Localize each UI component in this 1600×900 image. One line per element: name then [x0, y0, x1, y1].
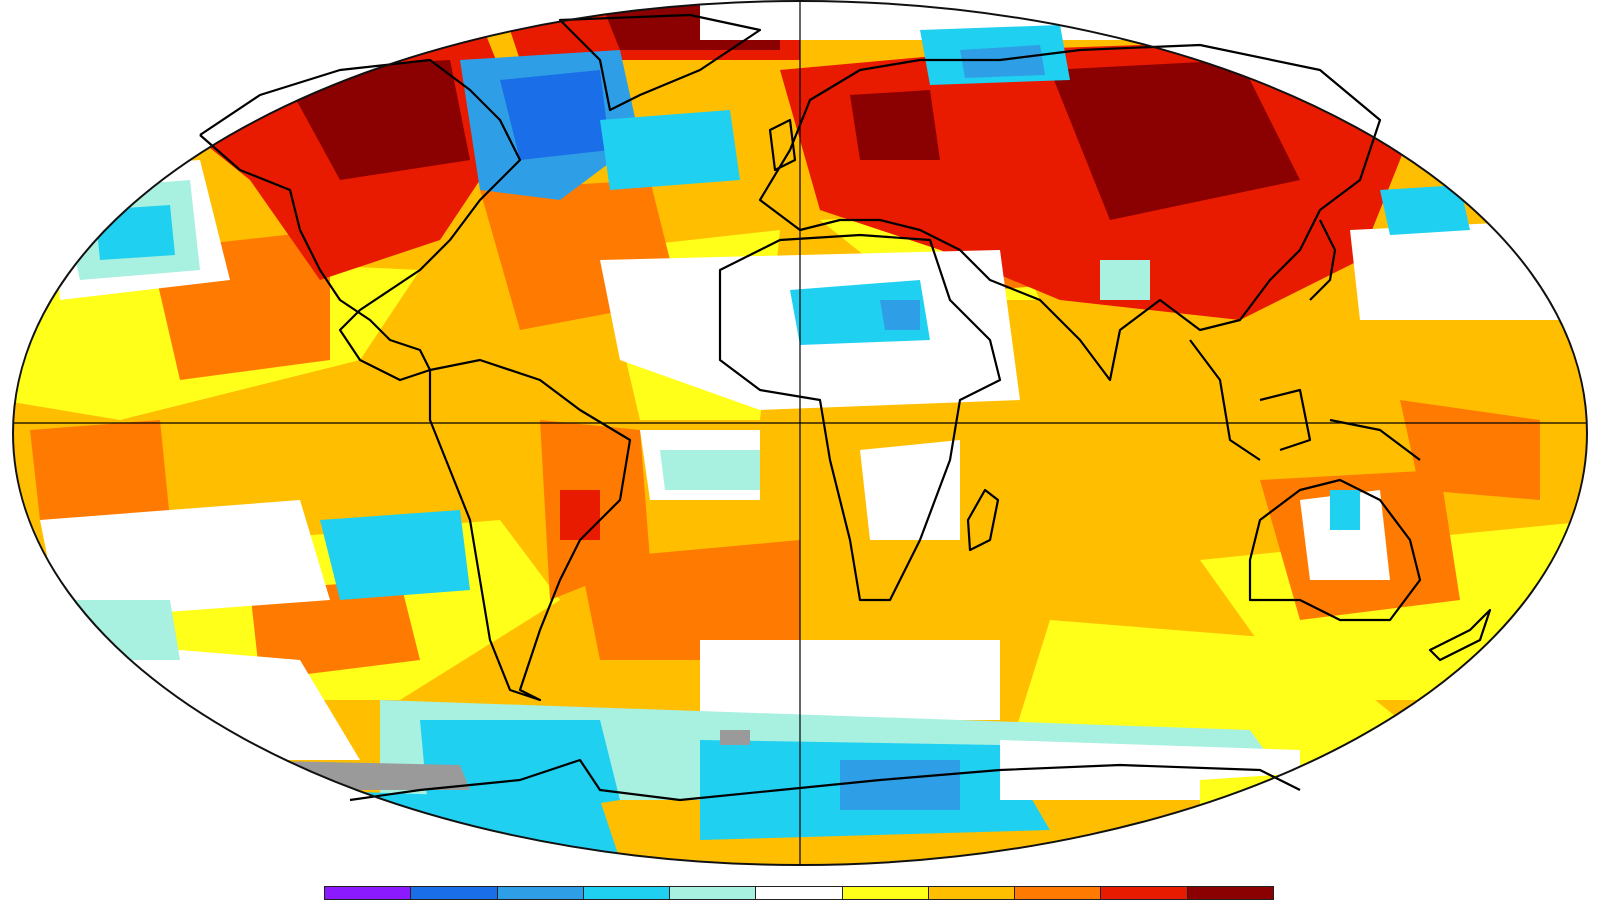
- colorbar-swatch-8: [1015, 887, 1102, 899]
- coastline-south-america: [428, 358, 632, 702]
- color-scale-legend: [324, 886, 1274, 900]
- coastlines: [199, 13, 1492, 802]
- colorbar-swatch-6: [842, 887, 929, 899]
- anomaly-region: [860, 440, 960, 540]
- colorbar-swatch-2: [497, 887, 584, 899]
- anomaly-region: [500, 70, 610, 160]
- coastline-new-zealand: [1428, 608, 1492, 662]
- anomaly-region: [880, 300, 920, 330]
- coastline-greenland: [558, 13, 762, 112]
- colorbar-swatch-4: [670, 887, 757, 899]
- colorbar-swatch-9: [1101, 887, 1188, 899]
- anomaly-region: [1400, 400, 1540, 500]
- anomaly-region: [960, 45, 1045, 78]
- anomaly-region: [1330, 490, 1360, 530]
- colorbar-swatch-3: [583, 887, 671, 899]
- anomaly-region: [1190, 1, 1250, 20]
- coastline-north-america: [199, 58, 522, 382]
- coastline-eurasia: [758, 43, 1382, 382]
- anomaly-region: [1100, 260, 1150, 300]
- anomaly-region: [660, 450, 760, 490]
- anomaly-region: [700, 640, 1000, 720]
- anomaly-region: [30, 420, 170, 520]
- anomaly-region: [1380, 185, 1470, 235]
- colorbar-swatch-1: [411, 887, 498, 899]
- anomaly-region: [230, 760, 470, 790]
- coastline-japan: [1309, 219, 1337, 301]
- colorbar-swatch-5: [756, 887, 843, 899]
- colorbar-swatch-0: [325, 887, 412, 899]
- anomaly-region: [280, 60, 470, 180]
- anomaly-region: [300, 790, 620, 860]
- anomaly-region: [560, 490, 600, 540]
- globe-outline: [12, 0, 1588, 866]
- anomaly-region: [320, 510, 470, 600]
- anomaly-region: [40, 500, 330, 620]
- colorbar-swatch-10: [1187, 887, 1273, 899]
- anomaly-region: [600, 110, 740, 190]
- anomaly-region: [840, 760, 960, 810]
- colorbar-swatch-7: [928, 887, 1016, 899]
- anomaly-region: [1050, 60, 1300, 220]
- anomaly-region: [95, 205, 175, 260]
- coastline-africa: [718, 233, 1002, 602]
- coastline-australia: [1248, 478, 1422, 622]
- anomaly-region: [850, 90, 940, 160]
- anomaly-region: [580, 540, 800, 660]
- anomaly-region: [250, 580, 420, 680]
- coastline-british-isles: [768, 118, 797, 172]
- coastline-madagascar: [966, 488, 1000, 552]
- coastline-antarctica: [349, 758, 1301, 802]
- anomaly-region: [720, 730, 750, 745]
- anomaly-region: [1300, 490, 1390, 580]
